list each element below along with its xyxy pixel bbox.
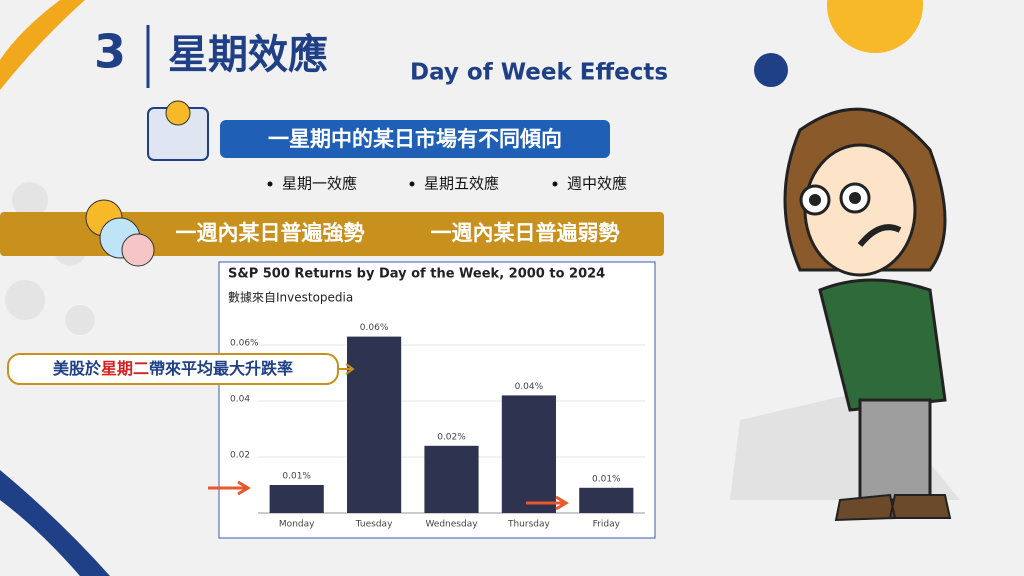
- deco-arc: [0, 0, 85, 90]
- bar: [269, 485, 324, 513]
- value-label: 0.01%: [282, 472, 311, 482]
- callout-part: 美股於: [53, 359, 102, 378]
- chart-subtitle: 數據來自Investopedia: [228, 291, 353, 305]
- y-tick-label: 0.06%: [230, 339, 259, 349]
- value-label: 0.01%: [592, 474, 621, 484]
- x-tick-label: Friday: [593, 520, 621, 530]
- title-en: Day of Week Effects: [410, 60, 668, 86]
- callout: 美股於星期二帶來平均最大升跌率: [53, 359, 293, 378]
- banner-box: [0, 212, 664, 256]
- callout-part: 帶來平均最大升跌率: [149, 359, 293, 378]
- headline-box: [220, 120, 610, 158]
- x-tick-label: Monday: [279, 520, 315, 530]
- arrow: [208, 480, 251, 496]
- y-tick-label: 0.02: [230, 451, 250, 461]
- deco-circle: [754, 53, 788, 87]
- x-tick-label: Wednesday: [425, 520, 478, 530]
- bulb-icon: [165, 100, 191, 126]
- slide-number: 3: [94, 25, 126, 79]
- title: 星期效應: [168, 32, 328, 78]
- deco-circle: [827, 0, 923, 53]
- atom-icon: [121, 233, 155, 267]
- value-label: 0.04%: [515, 382, 544, 392]
- arrow: [526, 495, 569, 511]
- value-label: 0.06%: [360, 323, 389, 333]
- value-label: 0.02%: [437, 432, 466, 442]
- banner-text: 一週內某日普遍強勢: [176, 221, 365, 245]
- bar: [501, 395, 556, 513]
- bullet: 週中效應: [567, 175, 627, 193]
- bar: [347, 336, 402, 513]
- bullet: 星期一效應: [282, 175, 357, 193]
- callout-part: 星期二: [101, 359, 149, 378]
- bar: [579, 487, 634, 513]
- bullet-dot: [409, 181, 415, 187]
- character: [730, 107, 960, 522]
- x-tick-label: Thursday: [507, 520, 551, 530]
- chart-title: S&P 500 Returns by Day of the Week, 2000…: [228, 267, 605, 282]
- headline: 一星期中的某日市場有不同傾向: [268, 127, 562, 151]
- y-tick-label: 0.04: [230, 395, 250, 405]
- x-tick-label: Tuesday: [355, 520, 393, 530]
- deco-arc: [0, 470, 110, 576]
- banner-text: 一週內某日普遍弱勢: [431, 221, 620, 245]
- arrow: [338, 363, 355, 375]
- bar: [424, 445, 479, 513]
- bullet-dot: [267, 181, 273, 187]
- bullet-dot: [552, 181, 558, 187]
- bullet: 星期五效應: [424, 175, 499, 193]
